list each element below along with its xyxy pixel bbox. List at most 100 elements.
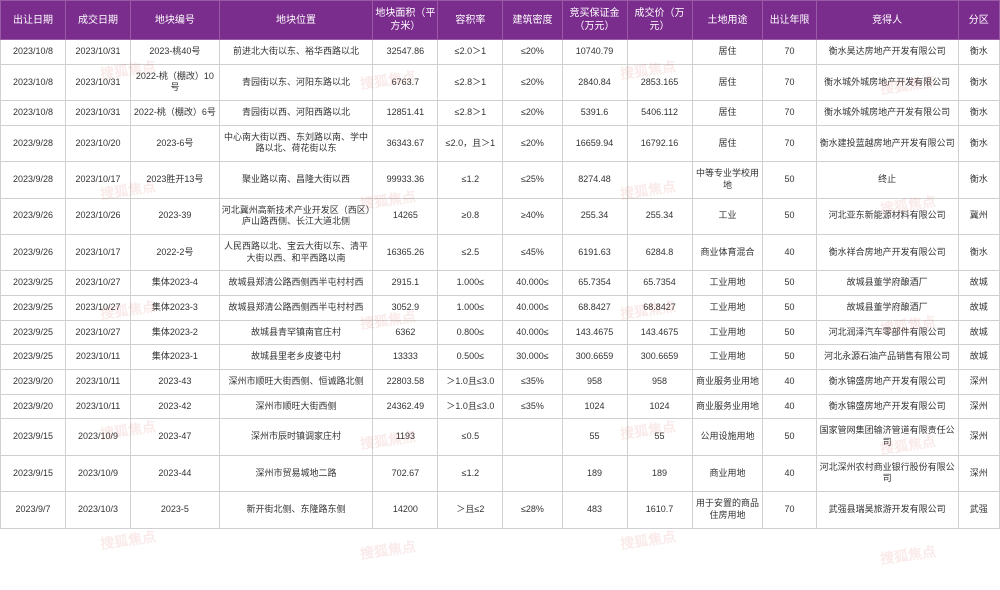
cell-4-12: 衡水 [958,162,999,198]
col-header-3: 地块位置 [219,1,373,40]
cell-8-10: 50 [763,295,816,320]
cell-14-6 [503,455,562,491]
cell-0-7: 10740.79 [562,40,627,65]
cell-4-7: 8274.48 [562,162,627,198]
cell-7-3: 故城县郑清公路西侧西半屯村村西 [219,271,373,296]
cell-9-3: 故城县青罕镇南官庄村 [219,320,373,345]
cell-1-2: 2022-桃（棚改）10号 [131,64,220,100]
cell-9-2: 集体2023-2 [131,320,220,345]
cell-14-1: 2023/10/9 [66,455,131,491]
cell-8-4: 3052.9 [373,295,438,320]
cell-5-6: ≥40% [503,198,562,234]
cell-14-4: 702.67 [373,455,438,491]
cell-4-5: ≤1.2 [438,162,503,198]
cell-6-10: 40 [763,234,816,270]
cell-2-11: 衡水城外城房地产开发有限公司 [816,101,958,126]
cell-10-9: 工业用地 [692,345,763,370]
cell-13-10: 50 [763,419,816,455]
cell-10-3: 故城县里老乡皮婆屯村 [219,345,373,370]
cell-0-8 [627,40,692,65]
cell-15-12: 武强 [958,492,999,528]
cell-3-7: 16659.94 [562,125,627,161]
cell-3-10: 70 [763,125,816,161]
cell-13-1: 2023/10/9 [66,419,131,455]
cell-6-7: 6191.63 [562,234,627,270]
cell-3-12: 衡水 [958,125,999,161]
cell-1-11: 衡水城外城房地产开发有限公司 [816,64,958,100]
header-row: 出让日期成交日期地块编号地块位置地块面积（平方米）容积率建筑密度竞买保证金（万元… [1,1,1000,40]
cell-9-10: 50 [763,320,816,345]
cell-11-1: 2023/10/11 [66,370,131,395]
cell-5-0: 2023/9/26 [1,198,66,234]
cell-11-9: 商业服务业用地 [692,370,763,395]
cell-13-8: 55 [627,419,692,455]
col-header-5: 容积率 [438,1,503,40]
cell-9-8: 143.4675 [627,320,692,345]
cell-9-6: 40.000≤ [503,320,562,345]
cell-5-10: 50 [763,198,816,234]
cell-15-8: 1610.7 [627,492,692,528]
cell-13-3: 深州市辰时镇调家庄村 [219,419,373,455]
cell-3-1: 2023/10/20 [66,125,131,161]
cell-9-7: 143.4675 [562,320,627,345]
table-row: 2023/9/262023/10/262023-39河北冀州高新技术产业开发区（… [1,198,1000,234]
table-row: 2023/10/82023/10/312023-桃40号前进北大街以东、裕华西路… [1,40,1000,65]
cell-1-12: 衡水 [958,64,999,100]
cell-15-11: 武强县瑞昊旅游开发有限公司 [816,492,958,528]
cell-4-4: 99933.36 [373,162,438,198]
cell-6-8: 6284.8 [627,234,692,270]
cell-12-9: 商业服务业用地 [692,394,763,419]
cell-3-3: 中心南大街以西、东刘路以南、学中路以北、荷花街以东 [219,125,373,161]
cell-9-5: 0.800≤ [438,320,503,345]
cell-6-9: 商业体育混合 [692,234,763,270]
table-row: 2023/9/252023/10/27集体2023-4故城县郑清公路西侧西半屯村… [1,271,1000,296]
table-row: 2023/9/282023/10/172023胜开13号聚业路以南、昌隆大街以西… [1,162,1000,198]
cell-7-2: 集体2023-4 [131,271,220,296]
cell-6-11: 衡水祥合房地产开发有限公司 [816,234,958,270]
cell-8-5: 1.000≤ [438,295,503,320]
table-row: 2023/9/202023/10/112023-43深州市顺旺大街西侧、恒诚路北… [1,370,1000,395]
cell-12-3: 深州市顺旺大街西侧 [219,394,373,419]
cell-9-11: 河北润泽汽车零部件有限公司 [816,320,958,345]
cell-12-1: 2023/10/11 [66,394,131,419]
cell-13-5: ≤0.5 [438,419,503,455]
watermark: 搜狐焦点 [359,536,417,564]
cell-1-6: ≤20% [503,64,562,100]
cell-5-2: 2023-39 [131,198,220,234]
cell-12-7: 1024 [562,394,627,419]
cell-12-4: 24362.49 [373,394,438,419]
cell-1-8: 2853.165 [627,64,692,100]
cell-14-5: ≤1.2 [438,455,503,491]
cell-0-5: ≤2.0＞1 [438,40,503,65]
cell-1-9: 居住 [692,64,763,100]
cell-6-2: 2022-2号 [131,234,220,270]
table-row: 2023/9/152023/10/92023-47深州市辰时镇调家庄村1193≤… [1,419,1000,455]
col-header-10: 出让年限 [763,1,816,40]
cell-6-5: ≤2.5 [438,234,503,270]
cell-4-11: 终止 [816,162,958,198]
cell-15-10: 70 [763,492,816,528]
cell-4-8 [627,162,692,198]
cell-15-9: 用于安置的商品住房用地 [692,492,763,528]
cell-2-0: 2023/10/8 [1,101,66,126]
cell-6-3: 人民西路以北、宝云大街以东、清平大街以西、和平西路以南 [219,234,373,270]
cell-13-2: 2023-47 [131,419,220,455]
cell-6-6: ≤45% [503,234,562,270]
cell-13-0: 2023/9/15 [1,419,66,455]
cell-4-9: 中等专业学校用地 [692,162,763,198]
cell-8-9: 工业用地 [692,295,763,320]
table-row: 2023/9/72023/10/32023-5新开街北侧、东隆路东侧14200＞… [1,492,1000,528]
cell-11-0: 2023/9/20 [1,370,66,395]
cell-12-0: 2023/9/20 [1,394,66,419]
cell-10-12: 故城 [958,345,999,370]
cell-1-0: 2023/10/8 [1,64,66,100]
cell-1-10: 70 [763,64,816,100]
cell-7-1: 2023/10/27 [66,271,131,296]
cell-10-10: 50 [763,345,816,370]
col-header-1: 成交日期 [66,1,131,40]
cell-7-10: 50 [763,271,816,296]
cell-4-10: 50 [763,162,816,198]
cell-7-5: 1.000≤ [438,271,503,296]
col-header-6: 建筑密度 [503,1,562,40]
cell-2-2: 2022-桃（棚改）6号 [131,101,220,126]
